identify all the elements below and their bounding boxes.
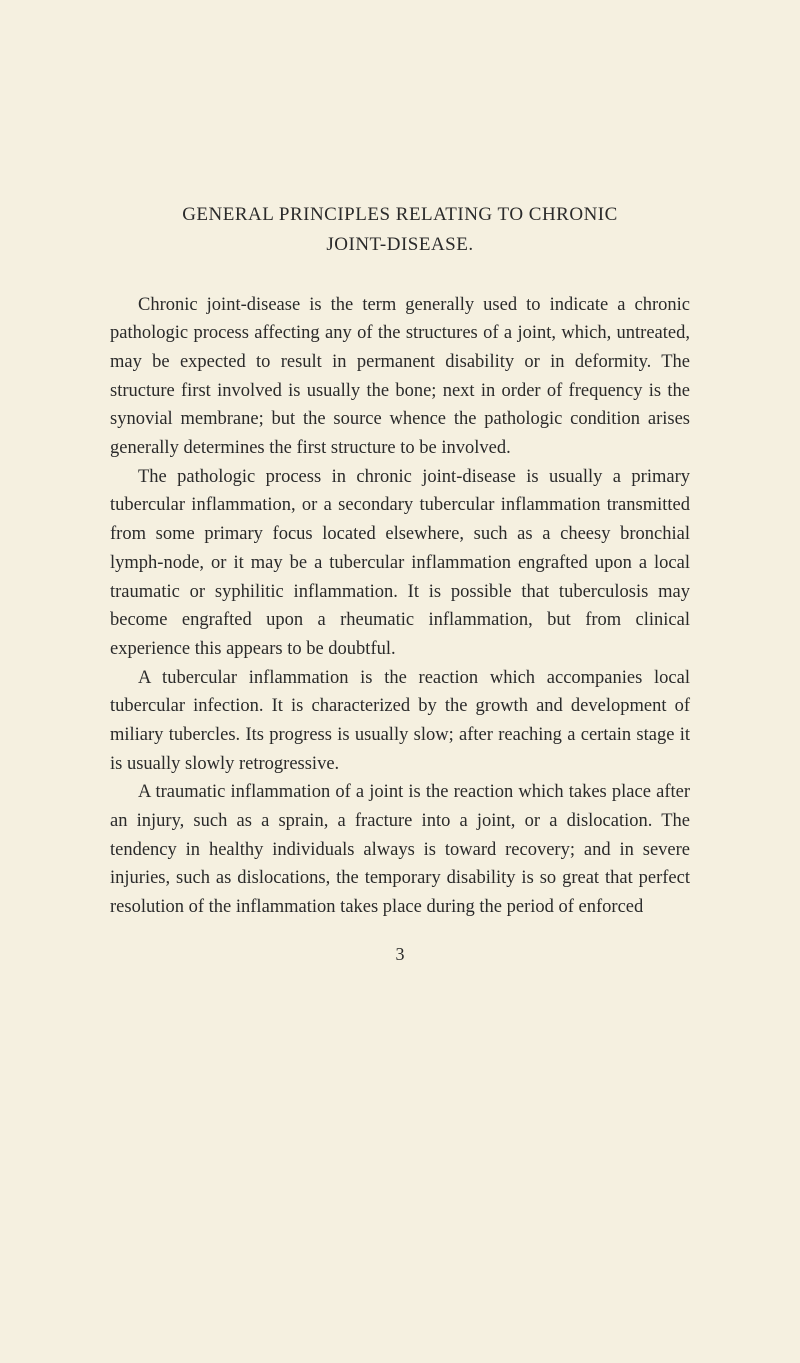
paragraph-4: A traumatic inflammation of a joint is t… xyxy=(110,778,690,921)
title-line-2: JOINT-DISEASE. xyxy=(110,230,690,260)
chapter-title: GENERAL PRINCIPLES RELATING TO CHRONIC J… xyxy=(110,200,690,261)
paragraph-2: The pathologic process in chronic joint-… xyxy=(110,463,690,664)
paragraph-3: A tubercular inflammation is the reactio… xyxy=(110,664,690,779)
page-number: 3 xyxy=(110,944,690,965)
paragraph-1: Chronic joint-disease is the term genera… xyxy=(110,291,690,463)
body-text: Chronic joint-disease is the term genera… xyxy=(110,291,690,922)
title-line-1: GENERAL PRINCIPLES RELATING TO CHRONIC xyxy=(110,200,690,230)
